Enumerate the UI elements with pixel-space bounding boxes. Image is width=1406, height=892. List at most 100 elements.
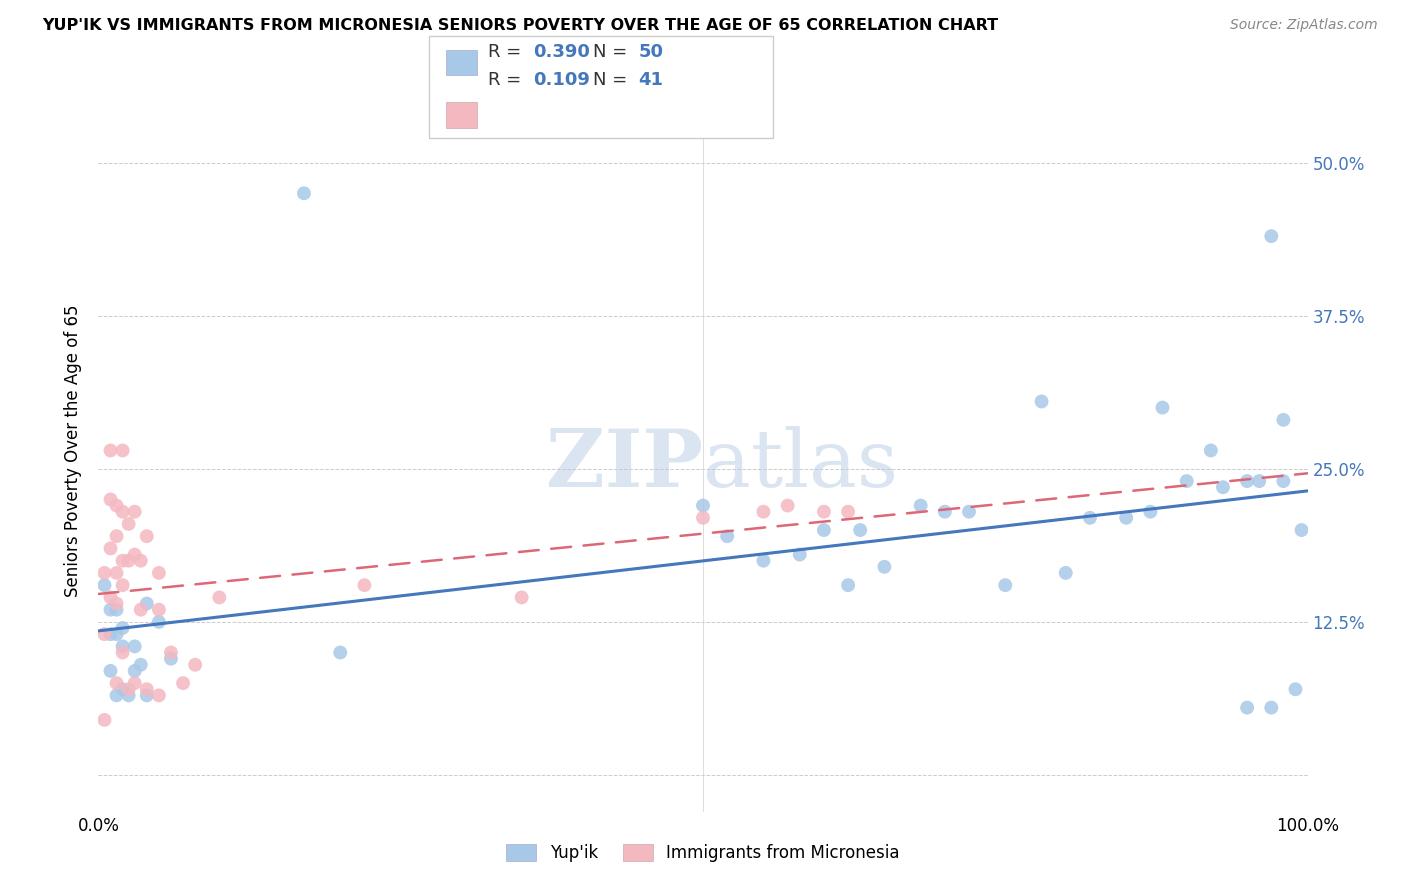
Point: [100, 591, 122, 605]
Point: [124, 676, 146, 690]
Point: [105, 602, 128, 616]
Text: 0.390: 0.390: [533, 43, 589, 61]
Point: [752, 554, 775, 568]
Point: [118, 554, 141, 568]
Text: Source: ZipAtlas.com: Source: ZipAtlas.com: [1230, 18, 1378, 32]
Point: [1260, 700, 1282, 714]
Point: [129, 657, 152, 672]
Point: [135, 689, 157, 703]
Point: [1199, 443, 1222, 458]
Point: [129, 602, 152, 616]
Point: [837, 505, 859, 519]
Point: [716, 529, 738, 543]
Point: [111, 578, 134, 592]
Point: [148, 615, 170, 629]
Text: 41: 41: [638, 71, 664, 89]
Point: [135, 597, 157, 611]
Point: [208, 591, 231, 605]
Point: [124, 505, 146, 519]
Point: [1031, 394, 1053, 409]
Point: [692, 499, 714, 513]
Point: [1212, 480, 1234, 494]
Point: [813, 505, 835, 519]
Text: atlas: atlas: [703, 425, 898, 504]
Point: [1291, 523, 1313, 537]
Point: [118, 516, 141, 531]
Point: [957, 505, 980, 519]
Point: [837, 578, 859, 592]
Point: [789, 548, 811, 562]
Text: 50: 50: [638, 43, 664, 61]
Point: [118, 689, 141, 703]
Point: [124, 640, 146, 654]
Point: [813, 523, 835, 537]
Point: [934, 505, 956, 519]
Point: [148, 566, 170, 580]
Y-axis label: Seniors Poverty Over the Age of 65: Seniors Poverty Over the Age of 65: [65, 304, 83, 597]
Point: [93, 627, 115, 641]
Point: [776, 499, 799, 513]
Point: [111, 682, 134, 697]
Point: [111, 640, 134, 654]
Point: [100, 664, 122, 678]
Point: [105, 627, 128, 641]
Point: [910, 499, 932, 513]
Point: [1284, 682, 1306, 697]
Point: [510, 591, 533, 605]
Text: R =: R =: [488, 43, 527, 61]
Point: [184, 657, 207, 672]
Point: [111, 621, 134, 635]
Point: [148, 602, 170, 616]
Point: [93, 578, 115, 592]
Point: [100, 443, 122, 458]
Point: [329, 646, 352, 660]
Point: [1115, 511, 1137, 525]
Point: [1260, 229, 1282, 244]
Point: [994, 578, 1017, 592]
Point: [160, 651, 183, 665]
Point: [100, 602, 122, 616]
Point: [292, 186, 315, 201]
Point: [1249, 474, 1271, 488]
Point: [124, 664, 146, 678]
Point: [849, 523, 872, 537]
Point: [105, 597, 128, 611]
Point: [111, 505, 134, 519]
Point: [148, 689, 170, 703]
Point: [118, 682, 141, 697]
Text: N =: N =: [593, 43, 633, 61]
Point: [105, 676, 128, 690]
Point: [1175, 474, 1198, 488]
Point: [105, 566, 128, 580]
Point: [752, 505, 775, 519]
Text: YUP'IK VS IMMIGRANTS FROM MICRONESIA SENIORS POVERTY OVER THE AGE OF 65 CORRELAT: YUP'IK VS IMMIGRANTS FROM MICRONESIA SEN…: [42, 18, 998, 33]
Point: [353, 578, 375, 592]
Point: [124, 548, 146, 562]
Text: ZIP: ZIP: [546, 425, 703, 504]
Point: [160, 646, 183, 660]
Point: [135, 529, 157, 543]
Point: [1078, 511, 1101, 525]
Point: [873, 559, 896, 574]
Text: N =: N =: [593, 71, 633, 89]
Text: 0.109: 0.109: [533, 71, 589, 89]
Point: [1139, 505, 1161, 519]
Point: [111, 443, 134, 458]
Point: [135, 682, 157, 697]
Legend: Yup'ik, Immigrants from Micronesia: Yup'ik, Immigrants from Micronesia: [499, 837, 907, 869]
Point: [1236, 474, 1258, 488]
Point: [1054, 566, 1077, 580]
Point: [105, 689, 128, 703]
Point: [111, 554, 134, 568]
Point: [100, 541, 122, 556]
Point: [100, 627, 122, 641]
Point: [111, 646, 134, 660]
Point: [100, 492, 122, 507]
Text: R =: R =: [488, 71, 527, 89]
Point: [105, 499, 128, 513]
Point: [1152, 401, 1174, 415]
Point: [692, 511, 714, 525]
Point: [129, 554, 152, 568]
Point: [1236, 700, 1258, 714]
Point: [172, 676, 194, 690]
